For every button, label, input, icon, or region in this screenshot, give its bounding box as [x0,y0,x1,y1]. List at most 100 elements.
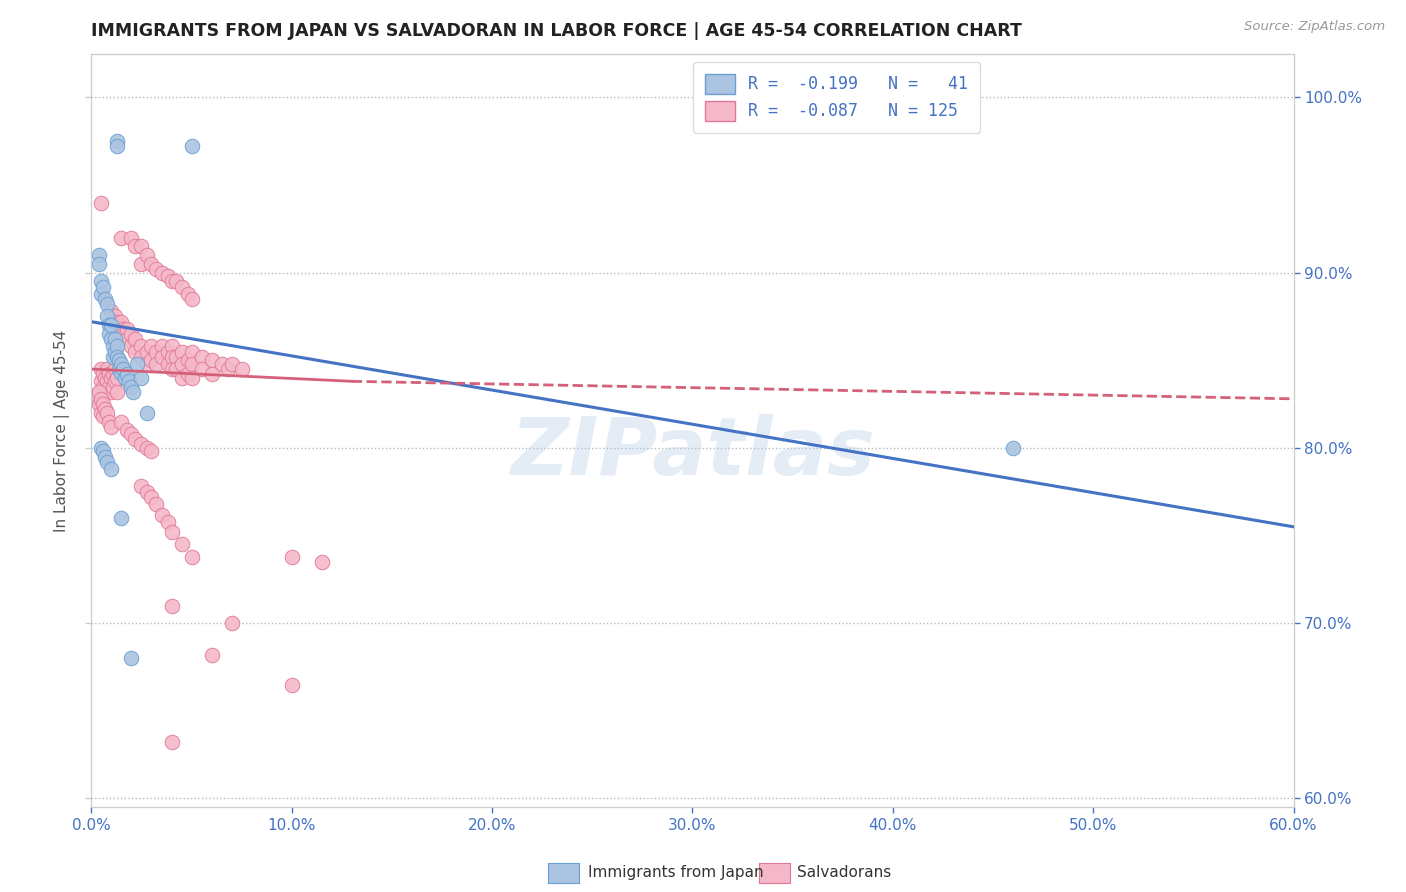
Point [131,339,153,353]
Point [96,297,118,311]
Point [231,362,253,376]
Point [100,304,122,318]
Point [201,353,224,368]
Point [98,318,121,333]
Point [94,292,117,306]
Point [124,344,146,359]
Point [160,350,183,364]
Y-axis label: In Labor Force | Age 45-54: In Labor Force | Age 45-54 [53,329,70,532]
Point [136,357,159,371]
Point [180,344,202,359]
Point [180,357,202,371]
Text: Source: ZipAtlas.com: Source: ZipAtlas.com [1244,20,1385,33]
Point [176,353,198,368]
Point [221,357,243,371]
Text: IMMIGRANTS FROM JAPAN VS SALVADORAN IN LABOR FORCE | AGE 45-54 CORRELATION CHART: IMMIGRANTS FROM JAPAN VS SALVADORAN IN L… [91,22,1022,40]
Point [107,139,129,153]
Point [121,230,143,244]
Point [93,279,115,293]
Point [170,279,193,293]
Point [118,374,141,388]
Point [104,310,127,324]
Point [176,286,198,301]
Point [112,322,135,336]
Point [107,315,129,329]
Point [190,362,212,376]
Point [131,371,153,385]
Point [121,426,143,441]
Text: Immigrants from Japan: Immigrants from Japan [588,865,763,880]
Point [311,555,333,569]
Point [94,384,117,399]
Point [110,315,132,329]
Point [96,406,118,420]
Point [90,362,112,376]
Point [136,441,159,455]
Point [114,326,136,341]
Point [108,362,131,376]
Point [90,195,112,210]
Point [176,368,198,382]
Point [110,230,132,244]
Point [136,484,159,499]
Point [156,515,179,529]
Point [170,344,193,359]
Point [145,344,167,359]
Point [100,420,122,434]
Point [124,239,146,253]
Point [165,274,187,288]
Point [180,292,202,306]
Point [281,549,304,564]
Point [90,286,112,301]
Point [124,432,146,446]
Point [136,248,159,262]
Point [145,357,167,371]
Point [201,648,224,662]
Point [86,392,108,406]
Point [114,371,136,385]
Point [131,350,153,364]
Text: Salvadorans: Salvadorans [797,865,891,880]
Point [1001,441,1024,455]
Point [145,497,167,511]
Point [160,735,183,749]
Point [211,357,233,371]
Point [221,616,243,631]
Point [93,444,115,458]
Point [141,257,163,271]
Point [150,350,173,364]
Point [136,406,159,420]
Point [127,357,149,371]
Point [94,371,117,385]
Point [217,362,239,376]
Point [108,353,131,368]
Point [110,357,132,371]
Point [117,322,139,336]
Point [160,362,183,376]
Point [141,444,163,458]
Point [150,508,173,522]
Point [90,274,112,288]
Point [180,549,202,564]
Point [89,384,111,399]
Point [84,388,107,402]
Point [110,366,132,380]
Point [156,344,179,359]
Point [110,511,132,525]
Point [107,339,129,353]
Point [107,134,129,148]
Point [96,362,118,376]
Legend: R =  -0.199   N =   41, R =  -0.087   N = 125: R = -0.199 N = 41, R = -0.087 N = 125 [693,62,980,133]
Point [104,362,127,376]
Point [98,368,121,382]
Point [104,332,127,346]
Point [156,269,179,284]
Point [156,357,179,371]
Point [96,374,118,388]
Point [100,318,122,333]
Point [150,266,173,280]
Point [131,479,153,493]
Point [100,371,122,385]
Point [100,462,122,476]
Point [160,339,183,353]
